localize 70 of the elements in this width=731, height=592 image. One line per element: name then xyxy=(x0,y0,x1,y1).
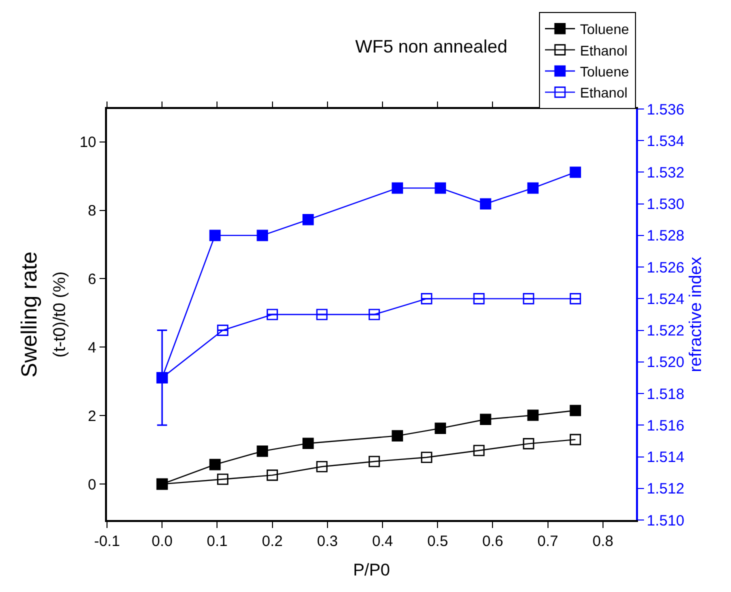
x-tick-label: 0.1 xyxy=(206,532,228,550)
point xyxy=(420,452,432,464)
point xyxy=(392,182,404,194)
point xyxy=(434,422,446,434)
y-tick-label: 10 xyxy=(80,134,96,152)
x-tick-label: 0.2 xyxy=(262,532,283,550)
point xyxy=(570,404,582,416)
point xyxy=(527,410,539,421)
point xyxy=(302,438,314,449)
y2-tick-label: 1.524 xyxy=(646,290,684,308)
point xyxy=(392,430,404,442)
x-tick-label: 0.0 xyxy=(152,532,173,550)
point xyxy=(420,293,432,304)
point xyxy=(256,230,268,242)
y2-tick-label: 1.534 xyxy=(646,132,684,150)
point xyxy=(302,214,314,226)
x-axis-title: P/P0 xyxy=(353,560,390,580)
y2-axis-title: refractive index xyxy=(686,256,706,372)
y-tick-label: 2 xyxy=(88,408,96,425)
y2-tick-label: 1.512 xyxy=(646,480,684,498)
chart-title: WF5 non annealed xyxy=(355,36,508,57)
y2-tick-label: 1.510 xyxy=(646,512,684,530)
point xyxy=(473,444,485,456)
y2-tick-label: 1.528 xyxy=(646,228,684,245)
point xyxy=(434,182,446,194)
point xyxy=(522,293,534,304)
y2-tick-label: 1.530 xyxy=(646,196,684,214)
y2-tick-label: 1.514 xyxy=(646,449,684,466)
point xyxy=(570,166,582,178)
y-tick-label: 0 xyxy=(88,476,96,494)
legend-label: Toluene xyxy=(580,21,630,38)
point xyxy=(473,293,485,304)
point xyxy=(256,446,268,457)
point xyxy=(266,308,278,320)
point xyxy=(570,434,582,446)
y2-tick-label: 1.536 xyxy=(646,101,684,118)
point xyxy=(266,470,278,481)
x-tick-label: -0.1 xyxy=(94,532,120,550)
x-tick-label: 0.4 xyxy=(372,532,393,550)
legend-label: Ethanol xyxy=(580,42,628,58)
x-tick-label: 0.6 xyxy=(482,532,504,550)
point xyxy=(368,308,380,320)
point xyxy=(217,474,228,485)
point xyxy=(527,182,539,194)
point xyxy=(480,414,492,426)
point xyxy=(217,324,228,336)
point xyxy=(570,293,582,304)
point xyxy=(368,456,380,468)
y2-tick-label: 1.526 xyxy=(646,259,684,276)
y2-tick-label: 1.516 xyxy=(646,417,684,434)
x-tick-label: 0.3 xyxy=(316,532,338,550)
y-axis-title: Swelling rate (t-t0)/t0 (%) xyxy=(16,252,69,378)
point xyxy=(522,438,534,450)
x-tick-label: 0.5 xyxy=(427,532,448,550)
y-tick-label: 6 xyxy=(88,270,96,288)
x-tick-label: 0.7 xyxy=(537,532,558,550)
y2-tick-label: 1.520 xyxy=(646,354,684,372)
point xyxy=(209,458,221,470)
y-tick-label: 8 xyxy=(88,202,96,220)
legend-label: Toluene xyxy=(580,63,630,80)
point xyxy=(316,460,328,472)
legend-label: Ethanol xyxy=(580,84,628,101)
y2-tick-label: 1.518 xyxy=(646,386,684,403)
y2-tick-label: 1.522 xyxy=(646,322,684,340)
x-tick-label: 0.8 xyxy=(592,532,614,550)
y2-tick-label: 1.532 xyxy=(646,164,684,182)
point xyxy=(209,230,221,242)
point xyxy=(480,198,492,210)
y-tick-label: 4 xyxy=(88,339,96,356)
point xyxy=(316,308,328,320)
